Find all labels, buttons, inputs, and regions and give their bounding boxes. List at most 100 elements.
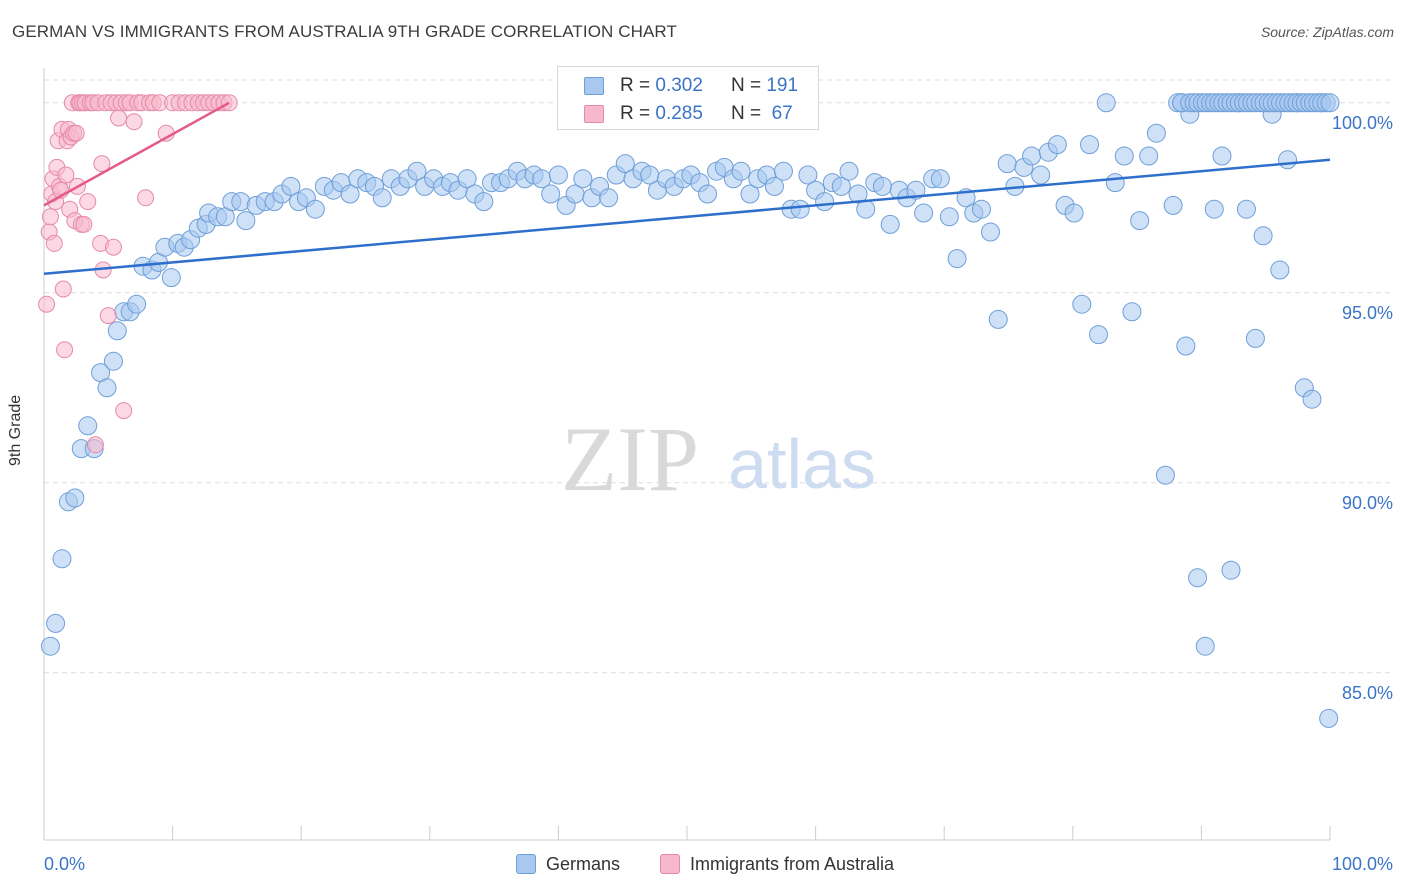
series-australia [38, 94, 238, 454]
stats-legend: R = 0.302 N = 191 R = 0.285 N = 67 [557, 66, 819, 130]
australia-point [75, 215, 93, 233]
germans-point [1319, 708, 1339, 728]
germans-point [798, 165, 818, 185]
germans-point [1278, 150, 1298, 170]
australia-point [93, 155, 111, 173]
trend-lines [43, 101, 1331, 276]
y-tick-label: 95.0% [1342, 303, 1393, 323]
germans-point [1270, 260, 1290, 280]
germans-point [127, 294, 147, 314]
australia-point [86, 436, 104, 454]
germans-point [848, 184, 868, 204]
germans-point [40, 636, 60, 656]
germans-point [1195, 636, 1215, 656]
germans-point [1302, 389, 1322, 409]
germans-point [764, 176, 784, 196]
germans-point [880, 214, 900, 234]
watermark-zip: ZIP [561, 408, 699, 510]
germans-point [1139, 146, 1159, 166]
germans-point [65, 488, 85, 508]
germans-point [997, 154, 1017, 174]
germans-point [52, 549, 72, 569]
series-germans [40, 93, 1340, 728]
bottom-legend-germans: Germans [516, 852, 620, 876]
germans-point [1130, 211, 1150, 231]
germans-point [407, 161, 427, 181]
australia-point [38, 295, 56, 313]
germans-point [236, 211, 256, 231]
y-tick-label: 90.0% [1342, 493, 1393, 513]
australia-point [79, 193, 97, 211]
source-note: Source: ZipAtlas.com [1260, 24, 1394, 40]
australia-point [56, 341, 74, 359]
bottom-label-australia: Immigrants from Australia [690, 853, 895, 874]
australia-point [115, 402, 133, 420]
germans-point [1155, 465, 1175, 485]
australia-point [137, 189, 155, 207]
australia-point [54, 280, 72, 298]
germans-point [1253, 226, 1273, 246]
germans-point [914, 203, 934, 223]
australia-point [41, 208, 59, 226]
germans-point [971, 199, 991, 219]
legend-n-label: N = [730, 75, 762, 96]
germans-point [1105, 173, 1125, 193]
germans-point [548, 165, 568, 185]
germans-point [1114, 146, 1134, 166]
germans-point [1064, 203, 1084, 223]
legend-r-australia: 0.285 [655, 103, 703, 124]
germans-point [103, 351, 123, 371]
germans-point [541, 184, 561, 204]
australia-point [125, 113, 143, 131]
australia-point [104, 238, 122, 256]
australia-point [67, 124, 85, 142]
germans-point [988, 309, 1008, 329]
x-tick-label: 0.0% [44, 854, 85, 874]
germans-point [1176, 336, 1196, 356]
legend-n-germans: 191 [766, 75, 799, 96]
germans-point [340, 184, 360, 204]
germans-point [698, 184, 718, 204]
germans-point [1204, 199, 1224, 219]
trend-line-germans [43, 158, 1331, 276]
germans-point [1146, 123, 1166, 143]
bottom-label-germans: Germans [546, 853, 621, 874]
legend-r-label: R = [620, 75, 651, 96]
germans-point [947, 249, 967, 269]
germans-point [599, 188, 619, 208]
germans-point [980, 222, 1000, 242]
germans-point [46, 613, 66, 633]
germans-point [1212, 146, 1232, 166]
germans-point [1122, 302, 1142, 322]
legend-n-australia: 67 [771, 103, 793, 124]
chart-title: GERMAN VS IMMIGRANTS FROM AUSTRALIA 9TH … [12, 22, 677, 41]
bottom-legend-australia: Immigrants from Australia [660, 852, 894, 876]
germans-point [107, 321, 127, 341]
germans-point [1031, 165, 1051, 185]
germans-point [815, 192, 835, 212]
germans-point [773, 161, 793, 181]
australia-point [45, 234, 63, 252]
germans-point [1320, 93, 1340, 113]
australia-point [57, 166, 75, 184]
germans-point [839, 161, 859, 181]
germans-point [305, 199, 325, 219]
australia-point [99, 307, 117, 325]
germans-point [731, 161, 751, 181]
germans-point [1047, 135, 1067, 155]
legend-swatch-australia [584, 105, 604, 123]
germans-point [615, 154, 635, 174]
germans-point [740, 184, 760, 204]
germans-point [161, 268, 181, 288]
y-tick-label: 100.0% [1332, 113, 1393, 133]
legend-n-label: N = [730, 103, 762, 124]
legend-swatch-germans [584, 77, 604, 95]
legend-r-label: R = [620, 103, 651, 124]
germans-point [281, 176, 301, 196]
watermark-atlas: atlas [728, 425, 876, 503]
germans-point [1089, 325, 1109, 345]
legend-row-australia: R = 0.285 N = 67 [584, 101, 793, 127]
bottom-swatch-australia [660, 854, 680, 874]
germans-point [1072, 294, 1092, 314]
